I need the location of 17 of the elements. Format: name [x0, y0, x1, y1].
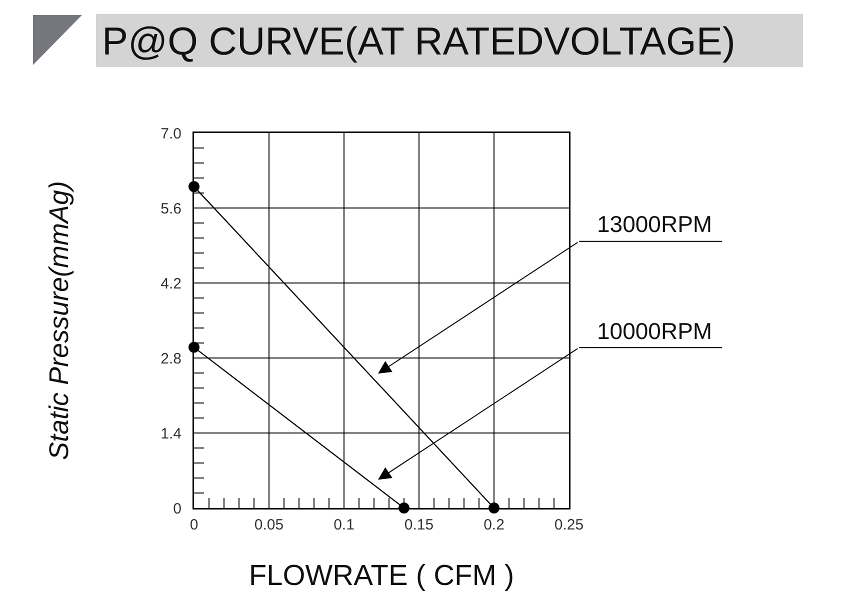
x-tick-label: 0.2: [484, 516, 504, 534]
y-tick-label: 7.0: [160, 125, 182, 142]
y-tick-label: 0: [173, 500, 182, 518]
y-tick-label: 1.4: [160, 425, 182, 442]
x-tick-label: 0.15: [404, 516, 434, 534]
chart-title: P@Q CURVE(AT RATEDVOLTAGE): [102, 20, 736, 64]
x-tick-label: 0.1: [334, 516, 354, 534]
y-tick-label: 4.2: [160, 275, 182, 292]
y-axis-title: Static Pressure(mmAg): [44, 180, 74, 460]
y-tick-label: 2.8: [160, 350, 182, 368]
text: 13000RPM: [597, 211, 712, 237]
x-axis-title: FLOWRATE ( CFM ): [248, 560, 514, 592]
x-tick-label: 0.05: [254, 516, 284, 534]
x-tick-label: 0.25: [554, 516, 584, 534]
y-tick-label: 5.6: [160, 200, 182, 218]
text: 10000RPM: [597, 318, 712, 344]
x-tick-label: 0: [190, 516, 198, 534]
